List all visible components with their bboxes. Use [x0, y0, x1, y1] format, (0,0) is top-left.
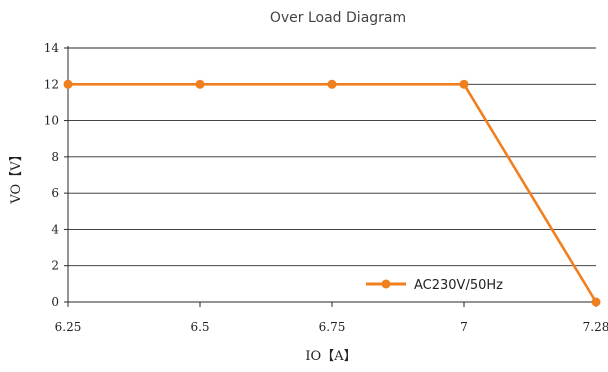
y-tick-labels: 0 2 4 6 8 10 12 14	[44, 41, 60, 309]
series-layer	[63, 79, 601, 307]
y-tick-label: 6	[51, 186, 59, 200]
legend-swatch-marker	[381, 279, 391, 289]
data-point	[327, 79, 337, 89]
x-tick-label: 6.75	[319, 320, 346, 334]
y-axis-label: VO【V】	[9, 148, 24, 204]
y-tick-label: 12	[44, 77, 59, 91]
data-point	[63, 79, 73, 89]
data-point	[459, 79, 469, 89]
y-tick-label: 0	[51, 295, 59, 309]
legend: AC230V/50Hz	[366, 278, 503, 293]
y-tick-label: 4	[51, 222, 59, 236]
x-tick-label: 7.28	[583, 320, 608, 334]
x-axis-label: IO【A】	[305, 349, 356, 364]
x-tick-label: 6.25	[55, 320, 82, 334]
x-tick-label: 7	[460, 320, 468, 334]
data-point	[591, 297, 601, 307]
x-tick-label: 6.5	[190, 320, 209, 334]
y-tick-label: 14	[44, 41, 60, 55]
y-tick-label: 10	[44, 114, 59, 128]
chart-title: Over Load Diagram	[270, 10, 406, 26]
x-tick-labels: 6.25 6.5 6.75 7 7.28	[55, 320, 608, 334]
legend-label: AC230V/50Hz	[414, 278, 503, 293]
data-point	[195, 79, 205, 89]
y-tick-label: 8	[51, 150, 59, 164]
y-tick-label: 2	[51, 259, 59, 273]
